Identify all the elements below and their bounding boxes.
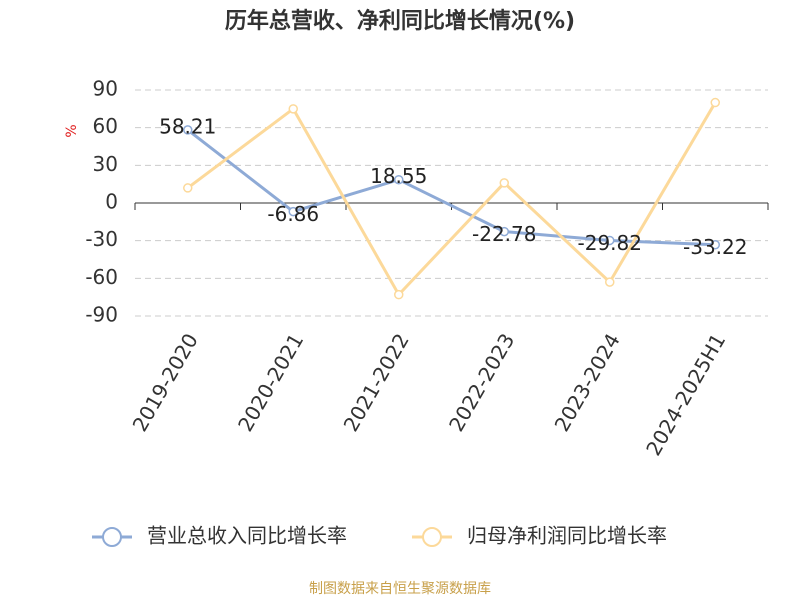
point	[499, 226, 509, 237]
data-label: -6.86	[267, 202, 319, 226]
y-tick-label: -60	[85, 265, 118, 289]
point	[605, 277, 615, 287]
point	[183, 125, 193, 135]
source-note: 制图数据来自恒生聚源数据库	[309, 581, 491, 597]
point	[183, 183, 193, 193]
point	[394, 289, 404, 300]
y-axis-label: %	[64, 124, 80, 137]
x-tick-label: 2023-2024	[550, 329, 625, 435]
x-tick-label: 2024-2025H1	[641, 329, 730, 459]
point	[710, 97, 720, 108]
data-label: 18.55	[370, 164, 427, 188]
x-tick-label: 2019-2020	[128, 329, 203, 435]
legend-marker	[102, 527, 122, 547]
y-tick-label: -90	[85, 303, 118, 327]
series-line	[186, 128, 716, 247]
legend-label: 营业总收入同比增长率	[147, 524, 347, 548]
y-tick-label: 90	[93, 77, 118, 101]
chart-title: 历年总营收、净利同比增长情况(%)	[225, 8, 575, 34]
point	[288, 104, 298, 114]
data-label: 58.21	[159, 114, 216, 138]
x-tick-label: 2021-2022	[339, 329, 414, 435]
legend-marker	[422, 527, 442, 547]
point	[288, 206, 298, 217]
y-tick-label: 30	[93, 152, 118, 176]
point	[499, 178, 509, 188]
legend-label: 归母净利润同比增长率	[467, 524, 667, 548]
y-tick-label: 60	[93, 114, 118, 138]
series-line	[186, 101, 717, 298]
x-tick-label: 2022-2023	[444, 329, 519, 435]
data-label: -22.78	[472, 222, 536, 246]
point	[394, 174, 404, 185]
y-tick-label: -30	[85, 227, 118, 251]
data-label: -29.82	[578, 231, 642, 255]
x-tick-label: 2020-2021	[233, 329, 308, 435]
data-label: -33.22	[683, 235, 747, 259]
point	[605, 235, 615, 246]
y-tick-label: 0	[105, 190, 118, 214]
point	[710, 239, 720, 250]
